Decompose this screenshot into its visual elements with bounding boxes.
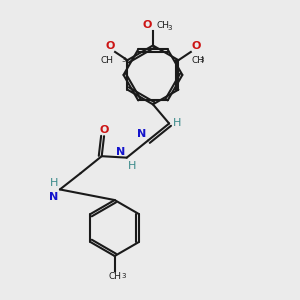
- Text: O: O: [142, 20, 152, 30]
- Text: O: O: [105, 41, 115, 51]
- Text: O: O: [99, 125, 109, 135]
- Text: 3: 3: [121, 273, 126, 279]
- Text: N: N: [49, 192, 58, 202]
- Text: H: H: [173, 118, 181, 128]
- Text: N: N: [137, 129, 146, 139]
- Text: H: H: [50, 178, 58, 188]
- Text: CH: CH: [157, 21, 169, 30]
- Text: O: O: [191, 41, 201, 51]
- Text: 3: 3: [167, 25, 172, 31]
- Text: H: H: [128, 161, 136, 171]
- Text: CH: CH: [192, 56, 205, 65]
- Text: CH: CH: [101, 56, 114, 65]
- Text: N: N: [116, 147, 125, 157]
- Text: 3: 3: [200, 57, 204, 63]
- Text: 3: 3: [122, 57, 126, 63]
- Text: CH: CH: [108, 272, 121, 281]
